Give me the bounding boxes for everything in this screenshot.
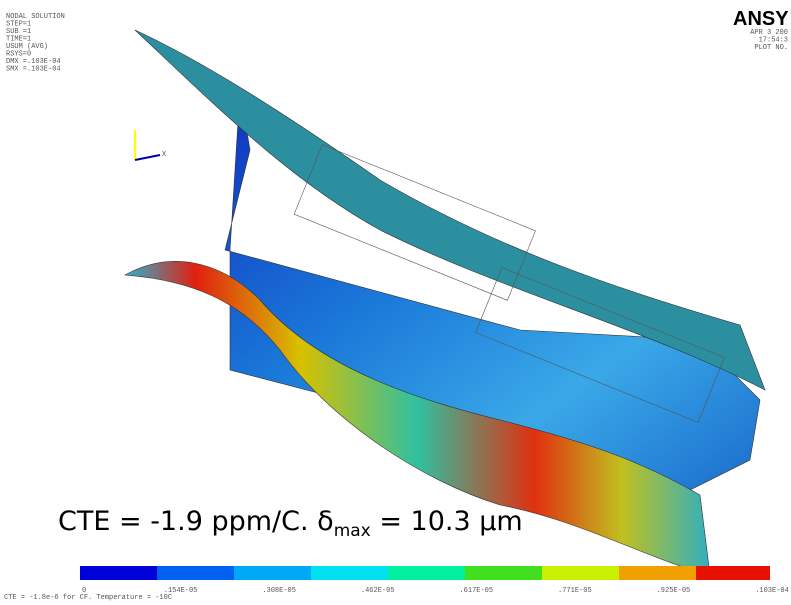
date-line: PLOT NO. — [754, 44, 788, 52]
legend-label: .771E-05 — [558, 587, 592, 595]
color-bar — [80, 566, 770, 580]
legend-label: .308E-05 — [262, 587, 296, 595]
legend-label: .925E-05 — [657, 587, 691, 595]
screen: X NODAL SOLUTIONSTEP=1SUB =1TIME=1USUM (… — [0, 0, 791, 605]
caption-unit: μm — [479, 506, 522, 537]
caption-subscript: max — [334, 521, 371, 541]
triad: X — [135, 130, 167, 160]
legend-label: .462E-05 — [361, 587, 395, 595]
caption-middle: = 10.3 — [371, 506, 480, 537]
caption: CTE = -1.9 ppm/C. δmax = 10.3 μm — [58, 506, 523, 541]
footer: CTE = -1.8e-6 for CF. Temperature = -10C — [4, 594, 172, 602]
legend-label: .103E-04 — [755, 587, 789, 595]
info-line: SMX =.103E-04 — [6, 66, 61, 74]
logo: ANSY — [733, 8, 789, 30]
axis-label: X — [162, 151, 167, 159]
caption-symbol: δ — [317, 506, 334, 537]
legend-labels: 0.154E-05.308E-05.462E-05.617E-05.771E-0… — [82, 587, 789, 595]
caption-prefix: CTE = -1.9 ppm/C. — [58, 506, 317, 537]
legend-label: .617E-05 — [459, 587, 493, 595]
model — [125, 30, 765, 575]
